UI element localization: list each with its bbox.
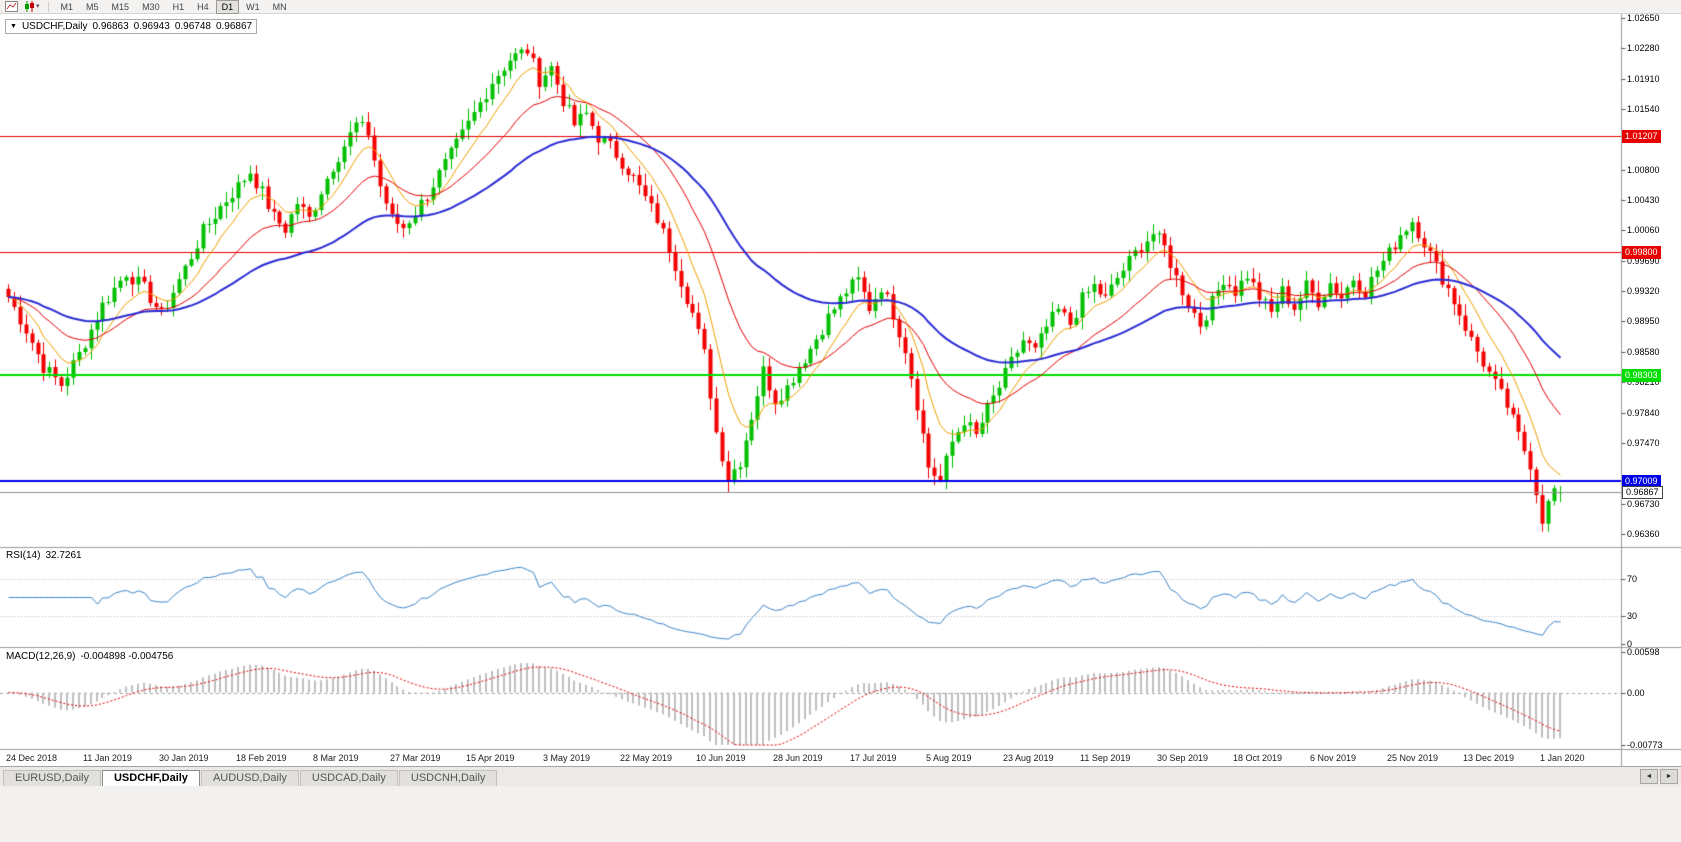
ohlc-close: 0.96867 — [215, 21, 253, 32]
ohlc-high: 0.96943 — [133, 21, 170, 32]
timeframe-h1-button[interactable]: H1 — [172, 1, 185, 12]
chart-symbol-period: USDCHF,Daily — [21, 21, 88, 32]
tab-scroll-left-button[interactable]: ◄ — [1640, 769, 1658, 784]
toolbar-separator — [47, 1, 49, 12]
rsi-indicator-label: RSI(14) 32.7261 — [6, 550, 82, 561]
timeframe-w1-button[interactable]: W1 — [246, 1, 260, 12]
tab-scroll-right-button[interactable]: ► — [1660, 769, 1678, 784]
ohlc-low: 0.96748 — [174, 21, 211, 32]
price-chart-canvas[interactable] — [0, 14, 1681, 766]
timeframe-group: M1 M5 M15 M30 H1 H4 D1 W1 MN — [55, 0, 293, 14]
tab-eurusd-daily[interactable]: EURUSD,Daily — [3, 770, 101, 786]
rsi-name: RSI(14) — [6, 550, 41, 561]
chart-tab-bar: EURUSD,Daily USDCHF,Daily AUDUSD,Daily USDC… — [0, 766, 1681, 786]
chart-window-icon[interactable] — [3, 1, 20, 13]
tab-usdcad-daily[interactable]: USDCAD,Daily — [299, 770, 398, 786]
macd-indicator-label: MACD(12,26,9) -0.004898 -0.004756 — [6, 651, 173, 662]
rsi-value: 32.7261 — [45, 550, 82, 561]
timeframe-m30-button[interactable]: M30 — [142, 1, 160, 12]
dropdown-caret-icon: ▾ — [36, 2, 40, 10]
candlestick-style-button[interactable]: ▾ — [22, 1, 42, 13]
timeframe-m15-button[interactable]: M15 — [111, 1, 130, 12]
chart-toolbar: ▾ M1 M5 M15 M30 H1 H4 D1 W1 MN — [0, 0, 1681, 14]
title-marker-icon: ▼ — [10, 22, 17, 30]
timeframe-d1-button[interactable]: D1 — [215, 0, 240, 14]
timeframe-m1-button[interactable]: M1 — [60, 1, 74, 12]
tab-usdchf-daily[interactable]: USDCHF,Daily — [101, 770, 200, 786]
chart-ohlc-header: ▼ USDCHF,Daily 0.96863 0.96943 0.96748 0… — [5, 19, 258, 34]
macd-name: MACD(12,26,9) — [6, 651, 76, 662]
timeframe-mn-button[interactable]: MN — [272, 1, 287, 12]
tab-scroll-buttons: ◄ ► — [1640, 769, 1678, 786]
ohlc-open: 0.96863 — [92, 21, 129, 32]
timeframe-h4-button[interactable]: H4 — [197, 1, 209, 12]
chart-tabs: EURUSD,Daily USDCHF,Daily AUDUSD,Daily USDC… — [3, 770, 498, 786]
tab-audusd-daily[interactable]: AUDUSD,Daily — [200, 770, 299, 786]
macd-values: -0.004898 -0.004756 — [80, 651, 174, 662]
window-bottom-area — [0, 786, 1681, 842]
tab-usdcnh-daily[interactable]: USDCNH,Daily — [398, 770, 498, 786]
timeframe-m5-button[interactable]: M5 — [86, 1, 99, 12]
